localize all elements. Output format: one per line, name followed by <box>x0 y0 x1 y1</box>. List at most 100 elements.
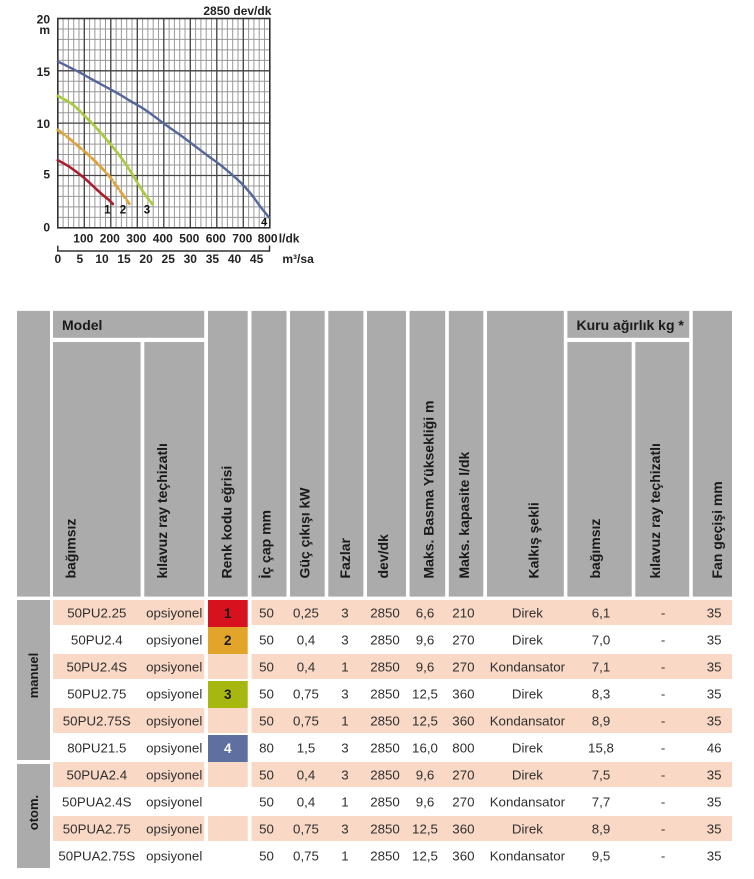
svg-text:1: 1 <box>341 795 348 810</box>
svg-text:8,3: 8,3 <box>592 687 611 702</box>
svg-text:8,9: 8,9 <box>592 714 611 729</box>
svg-text:9,6: 9,6 <box>416 660 435 675</box>
svg-text:270: 270 <box>452 795 474 810</box>
svg-text:1: 1 <box>224 606 232 621</box>
svg-text:25: 25 <box>162 252 176 266</box>
svg-text:6,1: 6,1 <box>592 606 611 621</box>
svg-text:0,75: 0,75 <box>293 822 319 837</box>
svg-text:-: - <box>661 660 665 675</box>
svg-text:kılavuz ray teçhizatlı: kılavuz ray teçhizatlı <box>154 443 170 578</box>
svg-text:360: 360 <box>452 822 474 837</box>
svg-text:35: 35 <box>707 768 722 783</box>
svg-text:50PUA2.4: 50PUA2.4 <box>66 768 127 783</box>
svg-text:9,5: 9,5 <box>592 849 611 864</box>
svg-text:35: 35 <box>707 849 722 864</box>
svg-text:0,4: 0,4 <box>297 795 316 810</box>
svg-text:2850: 2850 <box>370 633 400 648</box>
svg-text:Maks. Basma Yüksekliği m: Maks. Basma Yüksekliği m <box>421 401 437 579</box>
svg-text:Kuru ağırlık kg *: Kuru ağırlık kg * <box>577 317 685 333</box>
svg-text:2850: 2850 <box>370 687 400 702</box>
svg-text:30: 30 <box>184 252 198 266</box>
svg-text:3: 3 <box>341 687 348 702</box>
svg-text:35: 35 <box>707 687 722 702</box>
svg-text:300: 300 <box>126 231 146 245</box>
svg-text:-: - <box>661 741 665 756</box>
svg-text:Direk: Direk <box>512 768 543 783</box>
svg-text:7,5: 7,5 <box>592 768 611 783</box>
svg-text:50PUA2.4S: 50PUA2.4S <box>62 795 132 810</box>
svg-text:3: 3 <box>341 606 348 621</box>
svg-text:İç çap mm: İç çap mm <box>257 510 273 578</box>
svg-text:0: 0 <box>54 252 61 266</box>
svg-text:-: - <box>661 795 665 810</box>
svg-text:3: 3 <box>341 741 348 756</box>
svg-text:l/dk: l/dk <box>279 231 300 245</box>
svg-text:0,4: 0,4 <box>297 768 316 783</box>
svg-text:9,6: 9,6 <box>416 795 435 810</box>
svg-text:-: - <box>661 768 665 783</box>
svg-text:800: 800 <box>258 231 278 245</box>
svg-text:Model: Model <box>62 317 102 333</box>
svg-text:Direk: Direk <box>512 606 543 621</box>
svg-text:0,75: 0,75 <box>293 849 319 864</box>
svg-text:20: 20 <box>139 252 153 266</box>
svg-text:2: 2 <box>120 204 126 216</box>
svg-text:2850: 2850 <box>370 606 400 621</box>
svg-text:opsiyonel: opsiyonel <box>146 741 202 756</box>
svg-text:50: 50 <box>259 795 274 810</box>
svg-text:Kondansator: Kondansator <box>490 660 566 675</box>
svg-text:270: 270 <box>452 633 474 648</box>
svg-text:16,0: 16,0 <box>412 741 438 756</box>
svg-text:7,0: 7,0 <box>592 633 611 648</box>
svg-text:400: 400 <box>153 231 173 245</box>
svg-text:15,8: 15,8 <box>588 741 614 756</box>
svg-text:1: 1 <box>341 849 348 864</box>
svg-text:0,75: 0,75 <box>293 714 319 729</box>
svg-text:500: 500 <box>179 231 199 245</box>
svg-text:15: 15 <box>37 65 51 79</box>
svg-text:Kalkış şekli: Kalkış şekli <box>525 502 541 578</box>
svg-text:800: 800 <box>452 741 474 756</box>
svg-text:1: 1 <box>341 714 348 729</box>
svg-text:0,4: 0,4 <box>297 633 316 648</box>
svg-text:80: 80 <box>259 741 274 756</box>
svg-text:kılavuz ray teçhizatlı: kılavuz ray teçhizatlı <box>647 443 663 578</box>
svg-text:Kondansator: Kondansator <box>490 849 566 864</box>
svg-text:10: 10 <box>37 117 51 131</box>
svg-text:12,5: 12,5 <box>412 714 438 729</box>
svg-text:1: 1 <box>104 204 111 216</box>
svg-text:8,9: 8,9 <box>592 822 611 837</box>
svg-text:50: 50 <box>259 768 274 783</box>
svg-text:2850: 2850 <box>370 768 400 783</box>
svg-text:Direk: Direk <box>512 822 543 837</box>
svg-text:35: 35 <box>707 714 722 729</box>
svg-text:dev/dk: dev/dk <box>375 534 391 579</box>
svg-text:7,7: 7,7 <box>592 795 611 810</box>
svg-text:-: - <box>661 822 665 837</box>
svg-text:35: 35 <box>707 795 722 810</box>
svg-text:35: 35 <box>206 252 220 266</box>
svg-text:opsiyonel: opsiyonel <box>146 633 202 648</box>
svg-text:2850: 2850 <box>370 660 400 675</box>
svg-text:opsiyonel: opsiyonel <box>146 714 202 729</box>
svg-text:-: - <box>661 849 665 864</box>
svg-text:4: 4 <box>224 741 232 756</box>
svg-text:270: 270 <box>452 768 474 783</box>
svg-text:50: 50 <box>259 660 274 675</box>
svg-text:2850: 2850 <box>370 741 400 756</box>
svg-text:45: 45 <box>250 252 264 266</box>
svg-text:opsiyonel: opsiyonel <box>146 822 202 837</box>
svg-text:35: 35 <box>707 633 722 648</box>
svg-text:20: 20 <box>37 13 51 27</box>
svg-text:2850: 2850 <box>370 849 400 864</box>
svg-text:3: 3 <box>341 768 348 783</box>
svg-text:4: 4 <box>261 216 268 228</box>
svg-text:otom.: otom. <box>26 795 41 830</box>
svg-text:0,75: 0,75 <box>293 687 319 702</box>
svg-text:5: 5 <box>43 168 50 182</box>
svg-text:opsiyonel: opsiyonel <box>146 606 202 621</box>
svg-text:0,25: 0,25 <box>293 606 319 621</box>
svg-text:Fan geçişi mm: Fan geçişi mm <box>709 481 725 578</box>
svg-text:1,5: 1,5 <box>297 741 316 756</box>
svg-text:Direk: Direk <box>512 741 543 756</box>
